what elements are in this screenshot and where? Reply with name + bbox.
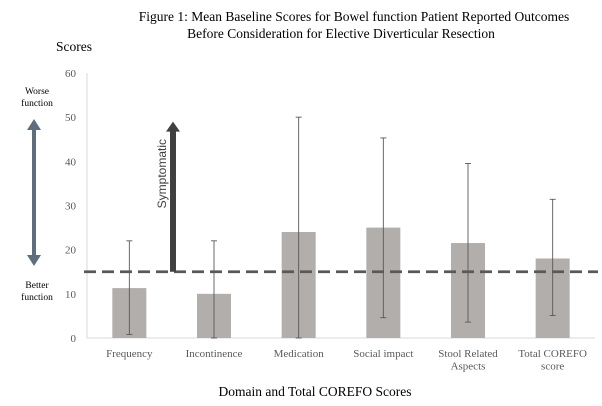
x-tick-label-5-0: Total COREFO — [518, 348, 587, 360]
y-tick-label-5: 50 — [65, 112, 77, 124]
y-tick-label-1: 10 — [65, 289, 77, 301]
chart-title-line-2: Before Consideration for Elective Divert… — [187, 26, 495, 41]
x-tick-label-0: Frequency — [106, 348, 153, 360]
y-axis-label: Scores — [56, 39, 92, 54]
x-tick-label-2: Medication — [274, 348, 325, 360]
plot-area: 0 10 20 30 40 50 60 Frequency Incontinence Medica… — [65, 68, 598, 373]
x-axis-label: Domain and Total COREFO Scores — [218, 384, 411, 399]
x-tick-label-4-0: Stool Related — [438, 348, 498, 360]
symptomatic-arrow — [166, 121, 180, 272]
y-tick-label-2: 20 — [65, 245, 77, 257]
symptomatic-label: Symptomatic — [155, 139, 169, 208]
x-tick-label-3: Social impact — [353, 348, 413, 360]
x-tick-label-1: Incontinence — [186, 348, 243, 360]
y-tick-label-3: 30 — [65, 201, 77, 213]
worse-function-label-line-1: Worse — [25, 87, 49, 97]
x-tick-label-4-1: Aspects — [451, 361, 486, 373]
y-tick-label-0: 0 — [71, 333, 77, 345]
chart-title-line-1: Figure 1: Mean Baseline Scores for Bowel… — [139, 9, 569, 24]
x-tick-label-5-1: score — [541, 361, 564, 373]
better-function-label-line-2: function — [21, 292, 53, 303]
y-tick-label-6: 60 — [65, 68, 77, 80]
range-arrow — [27, 119, 41, 266]
worse-function-label-line-2: function — [21, 98, 53, 109]
better-function-label-line-1: Better — [25, 281, 49, 291]
y-tick-label-4: 40 — [65, 156, 77, 168]
